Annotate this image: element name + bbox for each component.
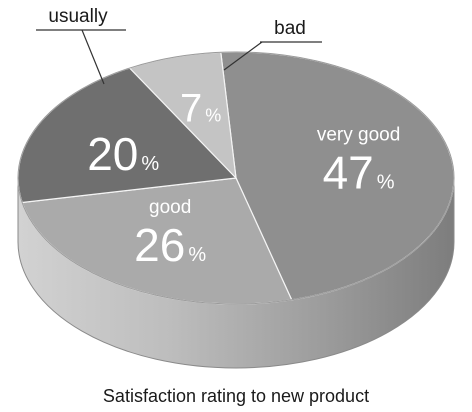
pie-rim xyxy=(17,51,455,305)
leader-line-usually xyxy=(81,29,105,85)
pie-value-label-very-good: 47% xyxy=(323,146,395,198)
chart-title: Satisfaction rating to new product xyxy=(102,386,370,406)
pie-category-label-usually: usually xyxy=(48,6,108,27)
pie-top-face xyxy=(17,51,455,305)
pie-value-label-usually: 20% xyxy=(87,128,159,180)
pie-category-label-very-good: very good xyxy=(317,124,400,145)
pie-value-label-bad: 7% xyxy=(180,87,221,131)
leader-line-bad xyxy=(223,41,263,71)
pie-category-label-bad: bad xyxy=(274,18,306,39)
pie-value-label-good: 26% xyxy=(134,219,206,271)
pie-category-label-good: good xyxy=(149,197,191,218)
